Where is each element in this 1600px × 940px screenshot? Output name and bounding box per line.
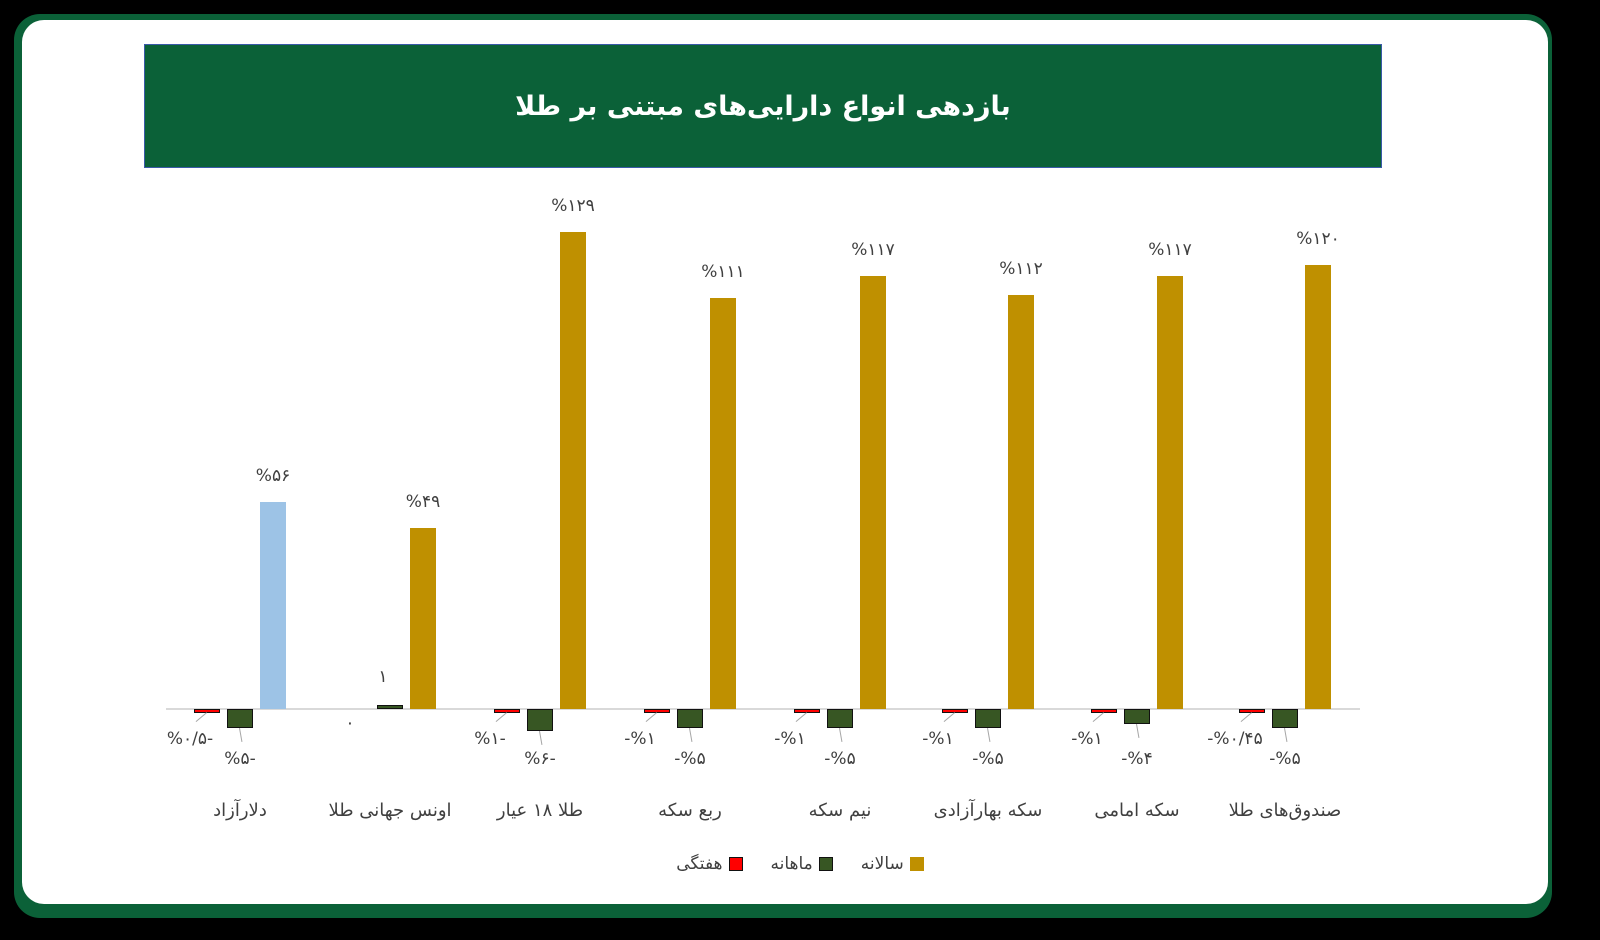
data-label-weekly: %۱-: [474, 729, 506, 749]
data-label-yearly: %۱۱۷: [851, 240, 895, 261]
bar-yearly[interactable]: [1008, 294, 1034, 709]
bar-yearly[interactable]: [1157, 276, 1183, 709]
leader-line: [1284, 727, 1288, 742]
category-label: سکه بهارآزادی: [933, 800, 1043, 821]
bar-yearly[interactable]: [710, 298, 736, 709]
category-label: نیم سکه: [808, 800, 872, 821]
data-label-yearly: %۱۱۲: [999, 258, 1043, 279]
bar-monthly[interactable]: [677, 709, 703, 728]
leader-line: [1136, 723, 1140, 738]
bar-yearly[interactable]: [260, 501, 286, 709]
category-label: طلا ۱۸ عیار: [496, 800, 584, 821]
data-label-monthly: -%۵: [824, 749, 856, 769]
legend-label: ماهانه: [770, 854, 813, 874]
data-label-monthly: -%۴: [1121, 749, 1153, 769]
leader-line: [839, 727, 843, 742]
legend-label: سالانه: [860, 854, 904, 874]
category-label: ربع سکه: [658, 800, 722, 821]
bar-weekly[interactable]: [794, 709, 820, 713]
bar-monthly[interactable]: [377, 705, 403, 709]
legend-item-monthly[interactable]: ماهانه: [771, 854, 833, 874]
data-label-monthly: %۵-: [224, 749, 256, 769]
leader-line: [1092, 712, 1104, 722]
leader-line: [987, 727, 991, 742]
data-label-weekly: -%۱: [1071, 729, 1103, 749]
data-label-monthly: ۱: [378, 667, 388, 687]
data-label-weekly: -%۱: [922, 729, 954, 749]
data-label-weekly: ۰: [345, 713, 355, 733]
category-label: دلارآزاد: [213, 800, 267, 821]
category-label: صندوق‌های طلا: [1228, 800, 1342, 821]
data-label-monthly: %۶-: [524, 749, 556, 769]
legend-swatch-weekly: [728, 857, 743, 871]
title-banner: بازدهی انواع دارایی‌های مبتنی بر طلا: [144, 44, 1382, 168]
bar-yearly[interactable]: [1305, 265, 1331, 709]
legend-item-weekly[interactable]: هفتگی: [676, 854, 743, 874]
leader-line: [495, 712, 507, 722]
bar-monthly[interactable]: [1124, 709, 1150, 724]
data-label-weekly: %۰/۵-: [166, 729, 214, 749]
legend-item-yearly[interactable]: سالانه: [861, 854, 924, 874]
category-label: سکه امامی: [1094, 800, 1180, 821]
legend-swatch-yearly: [909, 857, 924, 871]
data-label-yearly: %۱۱۱: [701, 262, 745, 283]
data-label-yearly: %۴۹: [405, 491, 441, 512]
bar-yearly[interactable]: [860, 276, 886, 709]
data-label-weekly: -%۱: [774, 729, 806, 749]
bar-monthly[interactable]: [227, 709, 253, 728]
leader-line: [795, 712, 807, 722]
bar-monthly[interactable]: [827, 709, 853, 728]
leader-line: [645, 712, 657, 722]
data-label-weekly: -%۰/۴۵: [1207, 729, 1263, 749]
bar-weekly[interactable]: [494, 709, 520, 713]
data-label-yearly: %۱۲۰: [1296, 229, 1340, 249]
bar-yearly[interactable]: [560, 231, 586, 709]
leader-line: [943, 712, 955, 722]
leader-line: [689, 727, 693, 742]
legend-label: هفتگی: [676, 854, 723, 874]
legend-swatch-monthly: [818, 857, 833, 871]
data-label-monthly: -%۵: [674, 749, 706, 769]
data-label-yearly: %۱۱۷: [1148, 240, 1192, 261]
leader-line: [1240, 712, 1252, 722]
bar-weekly[interactable]: [194, 709, 220, 713]
data-label-monthly: -%۵: [972, 749, 1004, 769]
leader-line: [239, 727, 243, 742]
data-label-yearly: %۱۲۹: [551, 195, 595, 216]
category-label: اونس جهانی طلا: [328, 800, 452, 821]
chart-title: بازدهی انواع دارایی‌های مبتنی بر طلا: [515, 90, 1011, 122]
bar-weekly[interactable]: [1239, 709, 1265, 713]
bar-weekly[interactable]: [1091, 709, 1117, 713]
bar-monthly[interactable]: [527, 709, 553, 732]
data-label-monthly: -%۵: [1269, 749, 1301, 769]
data-label-weekly: -%۱: [624, 729, 656, 749]
bar-weekly[interactable]: [644, 709, 670, 713]
bar-weekly[interactable]: [942, 709, 968, 713]
zero-axis-line: [166, 708, 1360, 710]
leader-line: [195, 712, 207, 722]
leader-line: [539, 731, 543, 746]
bar-monthly[interactable]: [1272, 709, 1298, 728]
data-label-yearly: %۵۶: [255, 465, 291, 486]
bar-monthly[interactable]: [975, 709, 1001, 728]
bar-yearly[interactable]: [410, 527, 436, 709]
legend: سالانه ماهانه هفتگی: [0, 854, 1600, 874]
